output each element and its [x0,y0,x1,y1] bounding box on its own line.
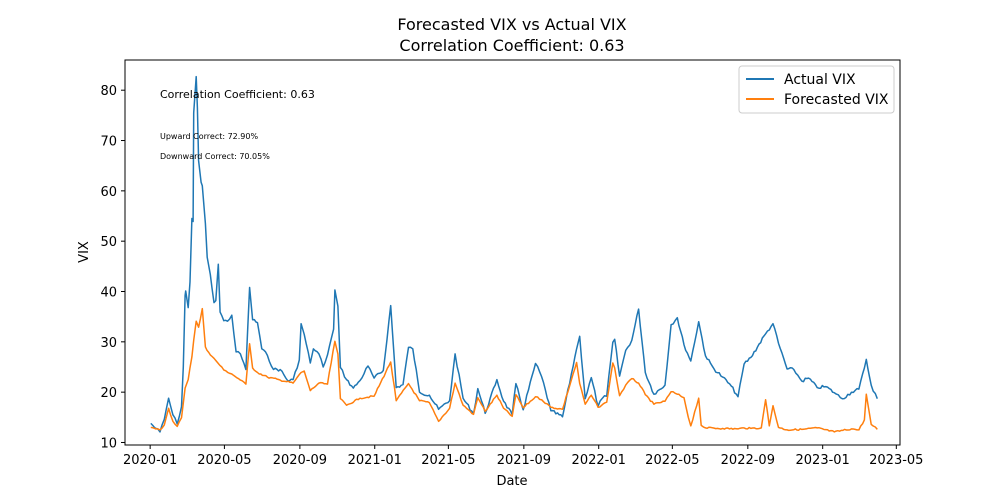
annotation-downward: Downward Correct: 70.05% [160,152,270,161]
y-tick-label: 50 [100,235,117,250]
series-layer [150,75,879,433]
y-tick-label: 40 [100,286,117,301]
x-tick-label: 2021-09 [497,453,551,468]
x-tick-label: 2020-09 [273,453,327,468]
y-axis-label: VIX [77,241,92,263]
x-tick-label: 2020-05 [197,453,251,468]
x-axis-label: Date [496,474,527,489]
x-tick-label: 2021-01 [348,453,402,468]
y-axis: 10 20 30 40 50 60 70 80 [100,84,125,451]
series-line-forecast [150,307,878,433]
plot-frame [124,59,901,446]
y-tick-label: 10 [100,436,117,451]
x-tick-label: 2023-05 [869,453,923,468]
x-tick-label: 2020-01 [123,453,177,468]
x-tick-label: 2022-01 [572,453,626,468]
legend-box [738,65,895,114]
y-tick-label: 70 [100,135,117,150]
y-tick-label: 20 [100,386,117,401]
x-tick-label: 2021-05 [421,453,475,468]
plot-area [124,59,901,446]
y-tick-label: 30 [100,336,117,351]
legend-label-forecast: Forecasted VIX [784,92,889,108]
x-tick-label: 2023-01 [796,453,850,468]
chart-title: Forecasted VIX vs Actual VIX [397,15,626,34]
annotation-upward: Upward Correct: 72.90% [160,132,258,141]
legend-label-actual: Actual VIX [784,72,856,88]
x-axis: 2020-01 2020-05 2020-09 2021-01 2021-05 2021-… [123,445,923,468]
legend: Actual VIX Forecasted VIX [738,65,895,114]
chart-subtitle: Correlation Coefficient: 0.63 [399,36,624,55]
y-tick-label: 60 [100,185,117,200]
y-tick-label: 80 [100,84,117,99]
x-tick-label: 2022-09 [721,453,775,468]
x-tick-label: 2022-05 [645,453,699,468]
annotation-correlation: Correlation Coefficient: 0.63 [160,88,315,101]
